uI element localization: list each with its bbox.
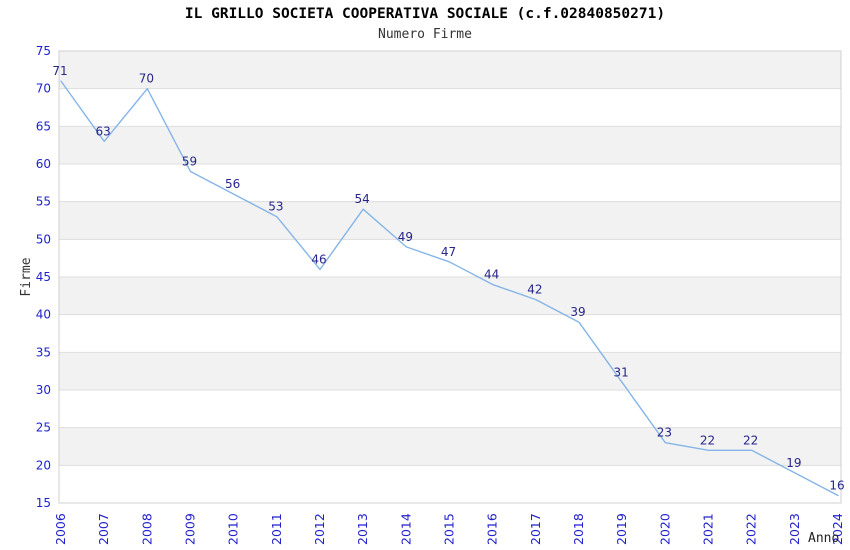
x-tick-label: 2010 [226,513,241,545]
point-label: 70 [139,72,154,86]
y-tick-label: 25 [36,421,51,435]
x-tick-label: 2011 [269,513,284,545]
x-tick-label: 2013 [355,513,370,545]
point-label: 23 [657,426,672,440]
x-tick-label: 2009 [183,513,198,545]
x-tick-label: 2022 [744,513,759,545]
point-label: 16 [829,478,844,492]
point-label: 22 [743,433,758,447]
x-axis-title: Anno [808,531,840,546]
point-label: 54 [355,192,370,206]
point-label: 56 [225,177,240,191]
x-tick-label: 2014 [398,513,413,545]
point-label: 39 [570,305,585,319]
y-tick-label: 15 [36,496,51,510]
x-tick-label: 2017 [528,513,543,545]
y-tick-label: 35 [36,345,51,359]
point-label: 49 [398,230,413,244]
x-tick-label: 2007 [96,513,111,545]
x-tick-label: 2021 [701,513,716,545]
x-tick-label: 2006 [53,513,68,545]
x-tick-label: 2008 [139,513,154,545]
plot-band [59,277,841,315]
point-label: 22 [700,433,715,447]
x-tick-label: 2019 [614,513,629,545]
point-label: 46 [311,252,326,266]
y-tick-label: 65 [36,119,51,133]
point-label: 31 [614,365,629,379]
y-tick-label: 30 [36,383,51,397]
point-label: 59 [182,155,197,169]
chart-subtitle: Numero Firme [378,27,472,42]
plot-band [59,201,841,240]
plot-band [59,427,841,466]
y-tick-label: 50 [36,232,51,246]
x-tick-label: 2012 [312,513,327,545]
data-line [60,80,839,497]
point-label: 42 [527,283,542,297]
y-tick-label: 75 [36,44,51,58]
chart-title: IL GRILLO SOCIETA COOPERATIVA SOCIALE (c… [184,6,666,22]
x-tick-label: 2020 [657,513,672,545]
point-label: 53 [268,200,283,214]
plot-band [59,352,841,390]
y-tick-label: 40 [36,308,51,322]
point-label: 63 [96,124,111,138]
y-tick-label: 20 [36,458,51,472]
x-tick-label: 2018 [571,513,586,545]
plot-band [59,51,841,89]
plot-band [59,126,841,164]
y-tick-label: 60 [36,157,51,171]
point-label: 19 [786,456,801,470]
point-label: 44 [484,268,499,282]
x-tick-label: 2016 [485,513,500,545]
y-tick-label: 70 [36,82,51,96]
x-tick-label: 2015 [442,513,457,545]
x-tick-label: 2023 [787,513,802,545]
y-tick-label: 45 [36,270,51,284]
point-label: 47 [441,245,456,259]
x-tick-label: 2024 [830,513,845,545]
point-label: 71 [52,64,67,78]
plot-border [58,50,842,504]
y-axis-title: Firme [19,257,34,297]
y-tick-label: 55 [36,195,51,209]
